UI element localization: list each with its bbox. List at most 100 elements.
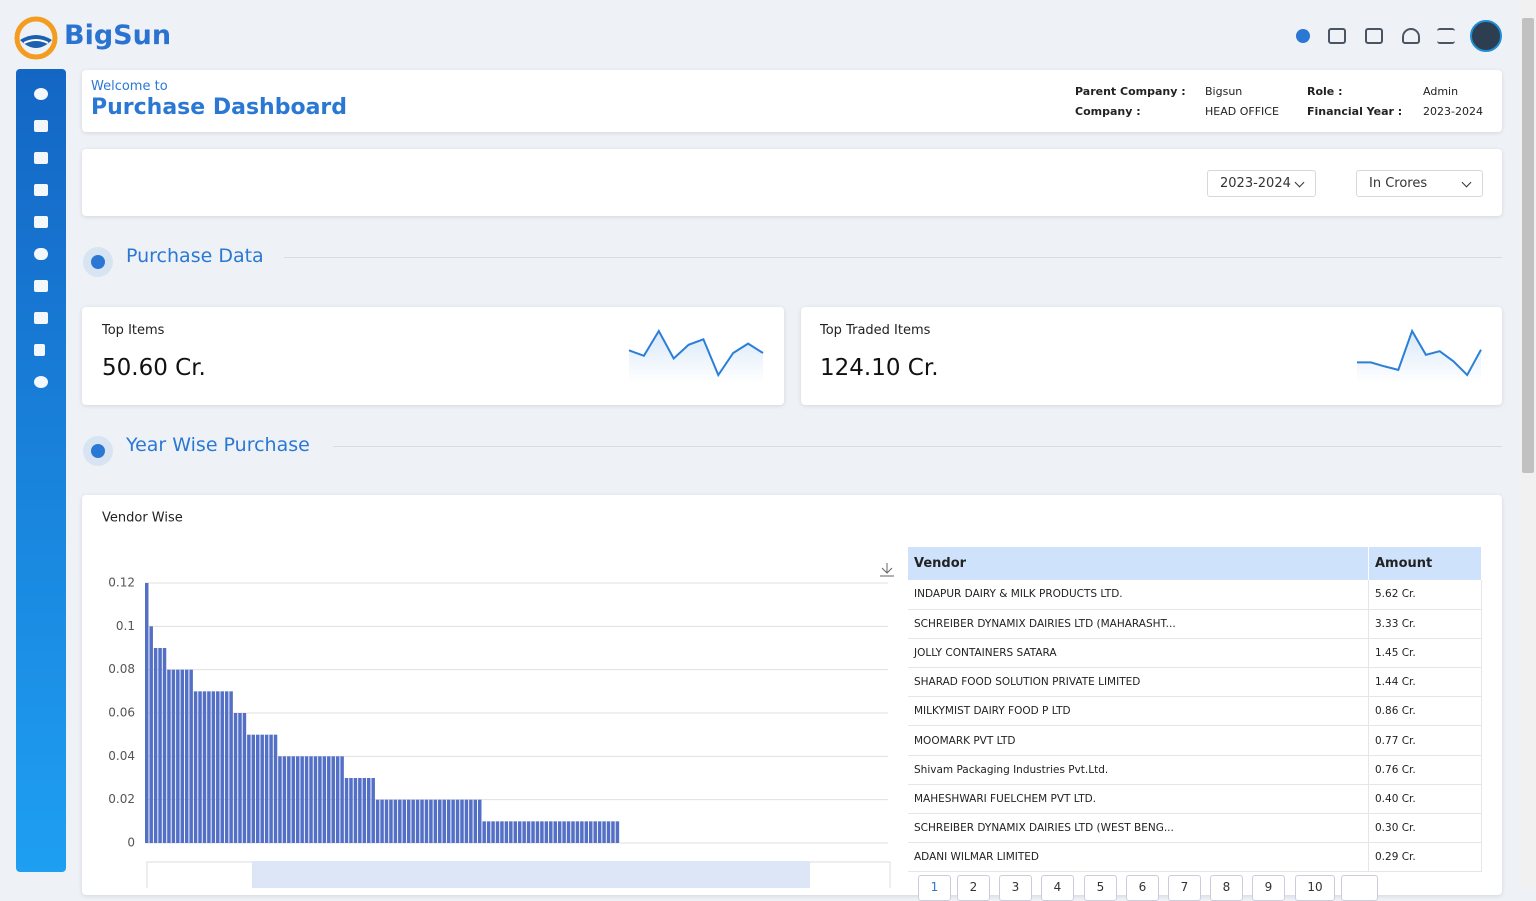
nav-icon[interactable] — [34, 120, 48, 132]
kpi-card: Top Items 50.60 Cr. — [82, 307, 784, 405]
bar — [531, 821, 535, 843]
bar — [611, 821, 615, 843]
bar — [438, 799, 442, 843]
bar — [473, 799, 478, 843]
year-select[interactable]: 2023-2024 — [1207, 170, 1316, 197]
cell: 1.44 Cr. — [1368, 667, 1482, 698]
bar — [229, 691, 233, 843]
table-row: SHARAD FOOD SOLUTION PRIVATE LIMITED 1.44… — [908, 667, 1482, 698]
welcome-card: Welcome to Purchase Dashboard Parent Com… — [82, 70, 1502, 132]
nav-icon[interactable] — [34, 312, 48, 324]
cell: 0.86 Cr. — [1368, 696, 1482, 727]
bar — [158, 648, 162, 843]
table-row: SCHREIBER DYNAMIX DAIRIES LTD (MAHARASHT… — [908, 609, 1482, 639]
settings-icon[interactable] — [1296, 29, 1310, 43]
next-button[interactable] — [1341, 875, 1378, 901]
bar — [429, 799, 433, 843]
page-button[interactable]: 9 — [1252, 875, 1285, 901]
page-button[interactable]: 10 — [1295, 875, 1335, 901]
bar — [335, 756, 340, 843]
bar — [260, 734, 264, 843]
bar — [446, 799, 451, 843]
bar — [278, 756, 282, 843]
bar — [362, 778, 367, 843]
page-button[interactable]: 7 — [1168, 875, 1201, 901]
nav-icon[interactable] — [34, 152, 48, 164]
home-icon[interactable] — [1328, 28, 1346, 44]
zoom-window[interactable] — [252, 861, 810, 888]
sidebar — [16, 69, 66, 872]
nav-icon[interactable] — [34, 216, 48, 228]
cell: 0.29 Cr. — [1368, 842, 1482, 873]
bar — [411, 799, 415, 843]
bar — [358, 778, 362, 843]
bar — [153, 648, 158, 843]
nav-icon[interactable] — [34, 184, 48, 196]
page-title: Purchase Dashboard — [91, 95, 348, 120]
info-label: Company : — [1075, 105, 1141, 118]
page-button[interactable]: 3 — [999, 875, 1032, 901]
page-button[interactable]: 1 — [918, 875, 951, 901]
list-icon[interactable] — [1437, 28, 1455, 44]
nav-icon[interactable] — [34, 88, 48, 100]
page-button[interactable]: 6 — [1126, 875, 1159, 901]
bar — [509, 821, 513, 843]
bar — [606, 821, 611, 843]
cell: 1.45 Cr. — [1368, 638, 1482, 669]
nav-icon[interactable] — [34, 344, 45, 356]
bar — [464, 799, 469, 843]
bar — [517, 821, 522, 843]
cell: 0.77 Cr. — [1368, 725, 1482, 756]
sparkline — [1357, 328, 1482, 383]
bar — [353, 778, 358, 843]
header-row: Vendor Amount — [908, 547, 1482, 580]
bar — [557, 821, 562, 843]
gauge-icon[interactable] — [1402, 28, 1420, 44]
ticket-icon[interactable] — [1365, 28, 1383, 44]
nav-icon[interactable] — [34, 376, 48, 388]
y-tick-label: 0.12 — [108, 576, 135, 590]
bar — [455, 799, 460, 843]
bar — [344, 778, 349, 843]
cell: 3.33 Cr. — [1368, 609, 1482, 639]
bar — [176, 669, 180, 843]
bar — [589, 821, 593, 843]
bar — [318, 756, 322, 843]
bar — [220, 691, 224, 843]
info-value: 2023-2024 — [1423, 105, 1483, 118]
unit-select[interactable]: In Crores — [1356, 170, 1483, 197]
bar — [313, 756, 318, 843]
bar — [238, 713, 242, 843]
cell: SCHREIBER DYNAMIX DAIRIES LTD (WEST BENG… — [908, 813, 1369, 844]
cell: 0.40 Cr. — [1368, 784, 1482, 815]
bar — [615, 821, 620, 843]
avatar[interactable] — [1470, 20, 1502, 52]
bar — [287, 756, 291, 843]
bar — [291, 756, 296, 843]
page-button[interactable]: 2 — [957, 875, 990, 901]
page-button[interactable]: 4 — [1041, 875, 1074, 901]
sparkline-area — [1357, 331, 1481, 383]
bar — [482, 821, 486, 843]
bar — [242, 713, 247, 843]
bar — [384, 799, 389, 843]
table-row: MILKYMIST DAIRY FOOD P LTD 0.86 Cr. — [908, 696, 1482, 727]
bar — [562, 821, 566, 843]
bar-chart: Vendor Wise 0 0.02 0.04 0.06 0.08 0.1 0.12 — [102, 511, 894, 888]
bar — [566, 821, 571, 843]
bar — [491, 821, 495, 843]
download-icon[interactable] — [880, 563, 894, 577]
kpi-value: 124.10 Cr. — [820, 355, 939, 381]
bar — [193, 691, 198, 843]
section-icon — [83, 247, 113, 277]
page-button[interactable]: 5 — [1084, 875, 1117, 901]
nav-icon[interactable] — [34, 280, 48, 292]
bar — [442, 799, 446, 843]
bar — [540, 821, 544, 843]
bar — [486, 821, 491, 843]
page-button[interactable]: 8 — [1210, 875, 1243, 901]
bar — [433, 799, 438, 843]
table-row: JOLLY CONTAINERS SATARA 1.45 Cr. — [908, 638, 1482, 669]
info-value: Admin — [1423, 85, 1459, 98]
nav-icon[interactable] — [34, 248, 48, 260]
